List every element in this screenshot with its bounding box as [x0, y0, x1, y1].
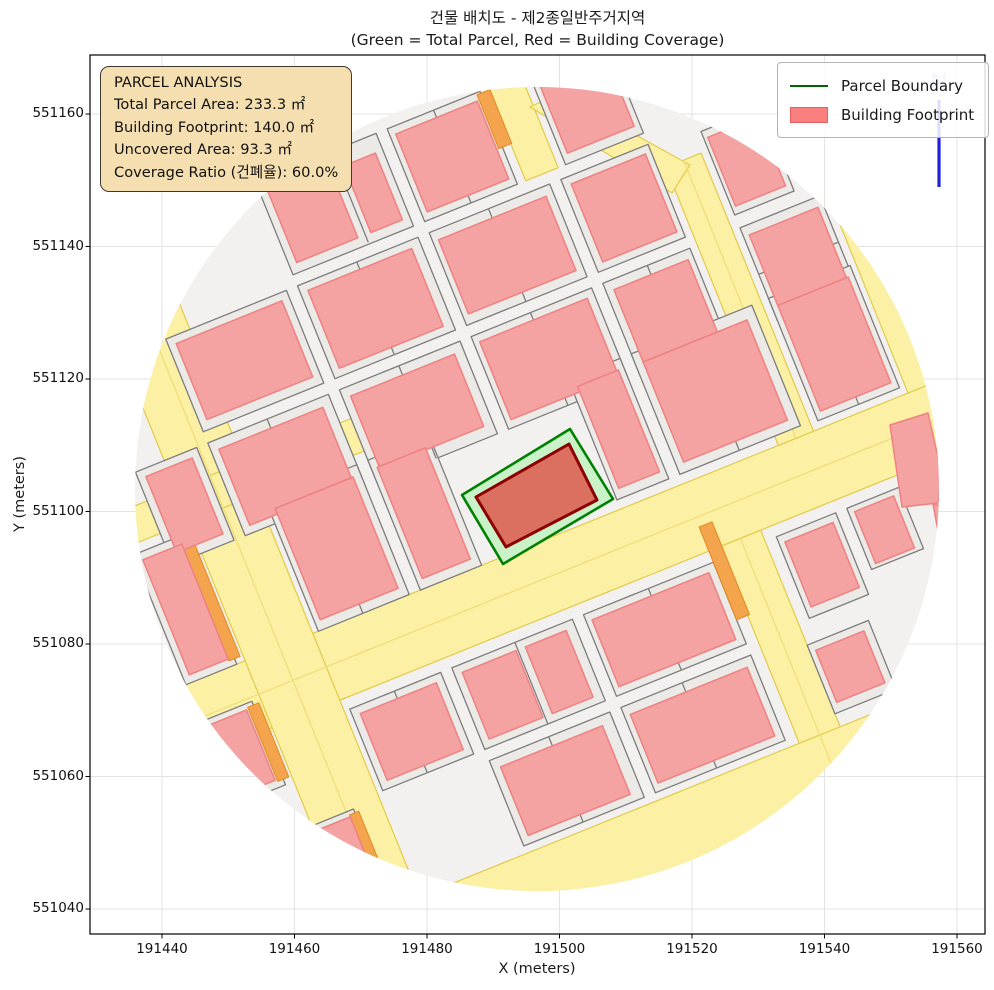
y-tick-label: 551120 — [32, 370, 84, 386]
building-polygon — [642, 319, 789, 463]
orange-strip — [698, 521, 750, 621]
parcel-analysis-title: PARCEL ANALYSIS — [114, 74, 243, 91]
legend-item-label: Parcel Boundary — [841, 76, 964, 95]
x-tick-label: 191560 — [931, 941, 983, 957]
x-tick-label: 191460 — [268, 941, 321, 957]
parcel-analysis-line: Coverage Ratio (건폐율): 60.0% — [114, 163, 339, 181]
building-polygon — [461, 649, 544, 740]
building-polygon — [853, 495, 916, 565]
building-polygon — [591, 571, 737, 688]
chart-title: 건물 배치도 - 제2종일반주거지역 (Green = Total Parcel… — [90, 7, 985, 51]
building-polygon — [814, 630, 886, 704]
building-polygon — [863, 136, 939, 255]
orange-strip — [476, 89, 513, 150]
building-polygon — [395, 100, 510, 213]
y-axis-label: Y (meters) — [12, 456, 28, 532]
y-tick-label: 551060 — [32, 767, 84, 784]
legend: Parcel Boundary Building Footprint — [777, 62, 990, 138]
y-tick-label: 551140 — [32, 237, 84, 254]
parcel-analysis-line: Uncovered Area: 93.3 ㎡ — [114, 141, 292, 159]
building-polygon — [349, 353, 485, 470]
building-polygon — [175, 300, 314, 421]
legend-patch-sample — [790, 106, 828, 123]
chart-title-line2: (Green = Total Parcel, Red = Building Co… — [350, 31, 725, 49]
x-axis-label: X (meters) — [498, 961, 576, 977]
building-polygon — [536, 87, 635, 154]
building-polygon — [437, 195, 577, 315]
y-tick-label: 551080 — [32, 635, 84, 651]
y-tick-label: 551040 — [32, 900, 84, 916]
orange-strip — [247, 702, 290, 782]
legend-item: Building Footprint — [790, 100, 974, 129]
building-polygon — [343, 152, 404, 234]
x-tick-label: 191500 — [533, 941, 586, 957]
y-tick-label: 551160 — [32, 105, 84, 121]
building-polygon — [889, 412, 939, 508]
x-tick-label: 191520 — [666, 941, 718, 957]
building-polygon — [307, 247, 444, 369]
building-polygon — [576, 369, 661, 490]
plot-frame — [89, 54, 986, 935]
building-polygon — [570, 153, 678, 263]
building-polygon — [376, 447, 472, 580]
legend-item: Parcel Boundary — [790, 71, 974, 100]
parcel-block — [854, 123, 939, 276]
road-centerline — [170, 407, 939, 731]
building-polygon — [142, 543, 229, 676]
chart-title-line1: 건물 배치도 - 제2종일반주거지역 — [429, 9, 646, 27]
building-polygon — [274, 476, 399, 621]
building-polygon — [145, 457, 224, 554]
building-polygon — [499, 724, 631, 837]
parcel-analysis-lines: Total Parcel Area: 233.3 ㎡ Building Footp… — [114, 94, 338, 184]
building-polygon — [524, 629, 594, 715]
legend-item-label: Building Footprint — [841, 105, 975, 124]
highlight-building-footprint — [474, 442, 599, 549]
parcel-boundary-line — [514, 642, 549, 725]
legend-line-sample — [790, 84, 828, 87]
x-tick-label: 191440 — [136, 941, 188, 957]
parcel-analysis-line: Building Footprint: 140.0 ㎡ — [114, 118, 315, 136]
building-polygon — [359, 682, 465, 782]
x-tick-label: 191540 — [798, 941, 851, 957]
building-polygon — [932, 503, 939, 532]
building-polygon — [777, 276, 892, 412]
building-polygon — [784, 521, 861, 608]
x-tick-label: 191480 — [401, 941, 453, 957]
parcel-analysis-box: PARCEL ANALYSIS Total Parcel Area: 233.3… — [100, 66, 353, 193]
building-polygon — [629, 666, 776, 784]
y-tick-label: 551100 — [32, 502, 84, 519]
parcel-analysis-line: Total Parcel Area: 233.3 ㎡ — [114, 96, 306, 114]
